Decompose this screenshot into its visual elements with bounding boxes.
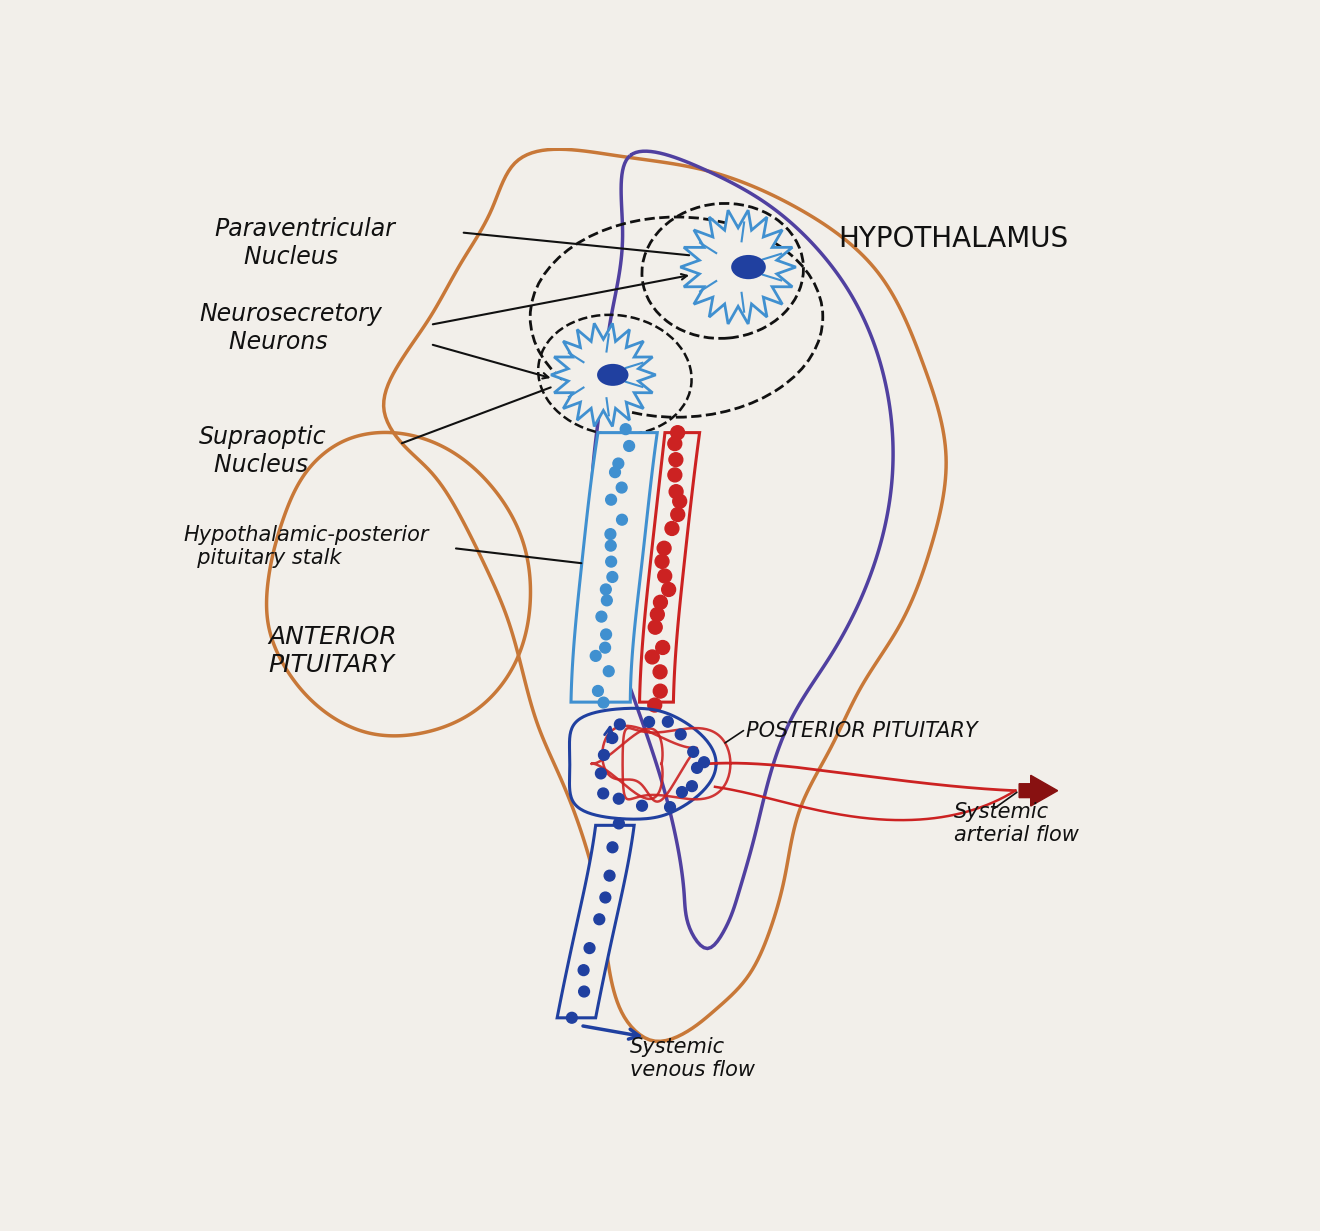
Circle shape (651, 608, 664, 622)
Circle shape (657, 542, 671, 555)
Circle shape (636, 800, 647, 811)
Circle shape (661, 582, 676, 597)
Text: Neurosecretory
    Neurons: Neurosecretory Neurons (199, 302, 381, 353)
Circle shape (606, 540, 616, 551)
Circle shape (692, 762, 702, 773)
Circle shape (669, 485, 682, 499)
Circle shape (698, 757, 709, 768)
Circle shape (671, 426, 685, 439)
Circle shape (624, 441, 635, 452)
Circle shape (595, 768, 606, 779)
Circle shape (614, 819, 624, 828)
Polygon shape (680, 211, 796, 324)
Ellipse shape (731, 255, 766, 279)
Circle shape (607, 732, 618, 744)
Circle shape (606, 495, 616, 505)
Text: ANTERIOR
PITUITARY: ANTERIOR PITUITARY (268, 625, 397, 677)
Circle shape (605, 529, 616, 539)
Circle shape (648, 698, 661, 712)
Text: POSTERIOR PITUITARY: POSTERIOR PITUITARY (746, 721, 977, 741)
Circle shape (599, 643, 610, 654)
Circle shape (603, 666, 614, 677)
Circle shape (676, 729, 686, 740)
Circle shape (653, 596, 668, 609)
Circle shape (620, 423, 631, 435)
Circle shape (602, 595, 612, 606)
Circle shape (669, 453, 682, 467)
Circle shape (688, 746, 698, 757)
Circle shape (614, 793, 624, 804)
Text: HYPOTHALAMUS: HYPOTHALAMUS (838, 225, 1068, 252)
Circle shape (665, 522, 678, 535)
Circle shape (616, 515, 627, 526)
Circle shape (590, 650, 601, 661)
Circle shape (607, 571, 618, 582)
Ellipse shape (597, 364, 628, 385)
Polygon shape (550, 324, 656, 426)
Circle shape (585, 943, 595, 954)
Text: Paraventricular
    Nucleus: Paraventricular Nucleus (214, 217, 396, 268)
Circle shape (665, 801, 676, 812)
Circle shape (598, 750, 610, 761)
Circle shape (605, 870, 615, 881)
Text: Supraoptic
  Nucleus: Supraoptic Nucleus (199, 425, 327, 476)
Circle shape (656, 640, 669, 655)
Circle shape (671, 507, 685, 522)
Circle shape (645, 650, 659, 664)
Circle shape (616, 483, 627, 492)
Circle shape (598, 697, 609, 708)
Circle shape (644, 716, 655, 728)
Polygon shape (639, 432, 700, 702)
Circle shape (610, 467, 620, 478)
Circle shape (607, 842, 618, 853)
Circle shape (686, 780, 697, 792)
Circle shape (653, 665, 667, 678)
Circle shape (614, 719, 626, 730)
Text: Systemic
venous flow: Systemic venous flow (631, 1037, 755, 1081)
Circle shape (677, 787, 688, 798)
Circle shape (566, 1012, 577, 1023)
Circle shape (663, 716, 673, 728)
Circle shape (597, 612, 607, 622)
Circle shape (673, 495, 686, 508)
Circle shape (601, 583, 611, 595)
Circle shape (578, 986, 590, 997)
Circle shape (653, 684, 667, 698)
Circle shape (601, 892, 611, 902)
Circle shape (668, 468, 682, 481)
Circle shape (612, 458, 624, 469)
Circle shape (606, 556, 616, 567)
FancyArrow shape (1019, 776, 1057, 806)
Circle shape (668, 437, 681, 451)
Circle shape (594, 913, 605, 924)
Text: Hypothalamic-posterior
  pituitary stalk: Hypothalamic-posterior pituitary stalk (183, 524, 429, 569)
Circle shape (655, 554, 669, 569)
Text: Systemic
arterial flow: Systemic arterial flow (953, 803, 1078, 846)
Circle shape (657, 569, 672, 583)
Circle shape (648, 620, 663, 634)
Circle shape (593, 686, 603, 697)
Circle shape (598, 788, 609, 799)
Polygon shape (572, 432, 657, 702)
Circle shape (601, 629, 611, 640)
Circle shape (578, 965, 589, 975)
Polygon shape (557, 825, 634, 1018)
